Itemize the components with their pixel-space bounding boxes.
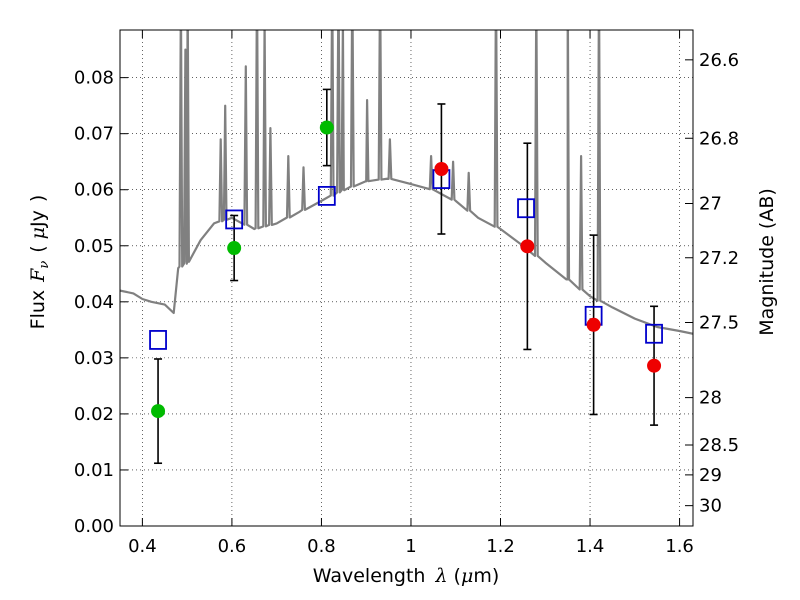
observed-photometry-point [151,404,166,419]
spectrum-line [120,30,693,335]
y-tick-label: 0.06 [74,180,114,201]
model-photometry-square [317,185,336,206]
y-axis-ticks: 0.00 0.01 0.02 0.03 0.04 0.05 0.06 0.07 0.08 [74,68,128,537]
y-tick-label: 0.03 [74,348,114,369]
model-photometry-group [149,169,663,350]
y2-axis-label: Magnitude (AB) [756,188,778,336]
observed-photometry-point [319,120,334,135]
y2-tick-label: 28.5 [699,435,739,456]
y-tick-label: 0.01 [74,460,114,481]
y2-tick-label: 30 [699,496,722,517]
y2-tick-label: 29 [699,465,722,486]
x-tick-label: 1.4 [576,536,605,557]
spectrum-group [120,30,693,335]
x-tick-label: 1.2 [486,536,515,557]
y-axis-label: FluxFν(μJy) [27,195,52,330]
model-photometry-square [645,323,663,344]
x-tick-label: 0.8 [307,536,336,557]
y2-tick-label: 26.6 [699,50,739,71]
y2-tick-label: 27.5 [699,313,739,334]
y2-tick-label: 27 [699,193,722,214]
model-photometry-square [149,330,167,350]
y2-tick-label: 28 [699,388,722,409]
model-photometry-square [517,198,535,219]
y-tick-label: 0.07 [74,124,114,145]
y-tick-label: 0.02 [74,404,114,425]
x-tick-label: 0.6 [218,536,247,557]
observed-photometry-point [227,241,242,256]
x-axis-ticks: 0.4 0.6 0.8 1 1.2 1.4 1.6 [128,30,694,557]
observed-photometry-point [434,161,449,176]
x-tick-label: 1.6 [665,536,694,557]
x-tick-label: 0.4 [128,536,157,557]
observed-photometry-point [586,317,601,332]
y-tick-label: 0.04 [74,292,114,313]
x-axis-label: Wavelength λ (μm) [313,565,499,587]
x-tick-label: 1 [405,536,416,557]
y2-tick-label: 27.2 [699,248,739,269]
plot-frame [119,29,694,527]
y2-axis-ticks: 26.6 26.8 27 27.2 27.5 28 28.5 29 30 [685,50,739,517]
grid [120,30,693,527]
y-tick-label: 0.05 [74,236,114,257]
observed-photometry-group [151,120,662,419]
model-photometry-square [225,209,244,230]
y2-tick-label: 26.8 [699,128,739,149]
observed-photometry-point [520,239,535,254]
y-tick-label: 0.08 [74,68,114,89]
observed-photometry-point [647,358,662,373]
y-tick-label: 0.00 [74,516,114,537]
